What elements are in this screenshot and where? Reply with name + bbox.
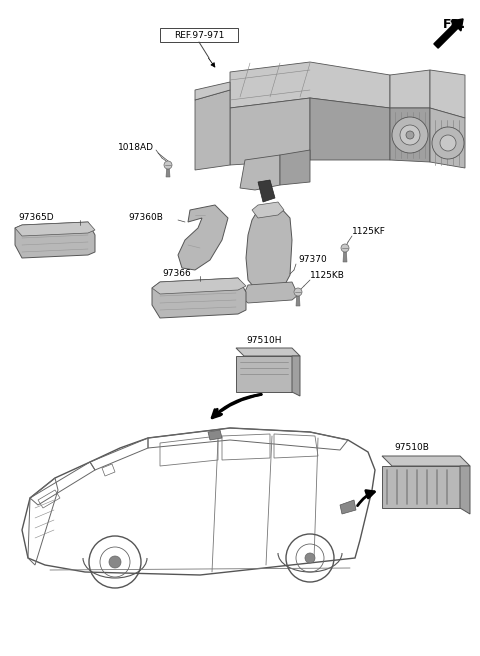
- Polygon shape: [460, 466, 470, 514]
- Circle shape: [341, 244, 349, 252]
- Polygon shape: [296, 296, 300, 306]
- Polygon shape: [195, 82, 230, 100]
- Text: 97510B: 97510B: [394, 443, 429, 452]
- Polygon shape: [382, 456, 470, 466]
- Text: 1125KF: 1125KF: [352, 228, 386, 237]
- Polygon shape: [166, 169, 170, 177]
- Circle shape: [440, 135, 456, 151]
- Polygon shape: [430, 108, 465, 168]
- Polygon shape: [230, 98, 310, 165]
- Circle shape: [432, 127, 464, 159]
- Polygon shape: [152, 278, 246, 318]
- Text: 1018AD: 1018AD: [118, 144, 154, 152]
- Polygon shape: [340, 500, 356, 514]
- Polygon shape: [236, 348, 300, 356]
- Circle shape: [109, 556, 121, 568]
- Text: 1125KB: 1125KB: [310, 272, 345, 281]
- Text: 97366: 97366: [162, 270, 191, 279]
- Polygon shape: [230, 62, 390, 108]
- Polygon shape: [15, 222, 95, 258]
- Polygon shape: [390, 70, 430, 108]
- Text: FR.: FR.: [443, 18, 466, 31]
- Polygon shape: [343, 252, 347, 262]
- Circle shape: [392, 117, 428, 153]
- Circle shape: [305, 553, 315, 563]
- Text: 97370: 97370: [298, 255, 327, 264]
- Polygon shape: [430, 70, 465, 118]
- Polygon shape: [208, 430, 222, 440]
- Text: 97365D: 97365D: [18, 213, 54, 222]
- Text: 97360B: 97360B: [128, 213, 163, 222]
- Polygon shape: [240, 155, 280, 190]
- Polygon shape: [242, 282, 298, 303]
- Polygon shape: [195, 90, 230, 170]
- Text: REF.97-971: REF.97-971: [174, 30, 224, 39]
- Polygon shape: [246, 205, 292, 295]
- Polygon shape: [292, 356, 300, 396]
- Text: 97510H: 97510H: [246, 336, 282, 345]
- Polygon shape: [15, 222, 95, 236]
- Polygon shape: [382, 466, 460, 508]
- Polygon shape: [390, 108, 430, 162]
- Polygon shape: [236, 356, 292, 392]
- Circle shape: [400, 125, 420, 145]
- Circle shape: [164, 161, 172, 169]
- Polygon shape: [258, 180, 275, 202]
- FancyArrow shape: [434, 19, 463, 48]
- Polygon shape: [178, 205, 228, 270]
- Polygon shape: [252, 202, 284, 218]
- Polygon shape: [152, 278, 246, 294]
- Circle shape: [406, 131, 414, 139]
- Polygon shape: [280, 150, 310, 185]
- Circle shape: [294, 288, 302, 296]
- Bar: [160, 28, 238, 42]
- Polygon shape: [310, 98, 390, 160]
